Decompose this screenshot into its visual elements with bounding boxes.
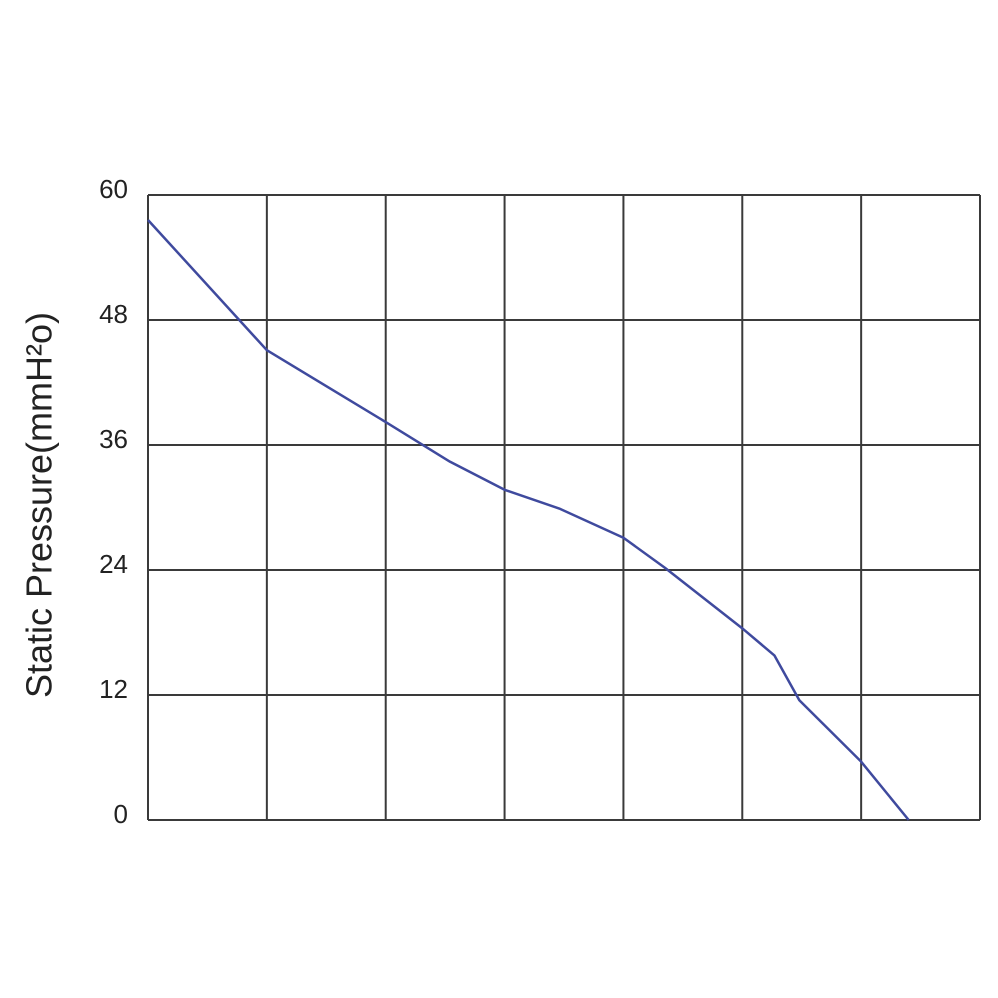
y-tick-label: 36 [99, 424, 128, 454]
y-tick-label: 48 [99, 299, 128, 329]
y-tick-label: 0 [114, 799, 128, 829]
y-axis-label: Static Pressure(mmH²o) [19, 312, 60, 698]
y-tick-label: 24 [99, 549, 128, 579]
data-line [147, 219, 910, 821]
y-tick-label: 60 [99, 174, 128, 204]
y-tick-label: 12 [99, 674, 128, 704]
